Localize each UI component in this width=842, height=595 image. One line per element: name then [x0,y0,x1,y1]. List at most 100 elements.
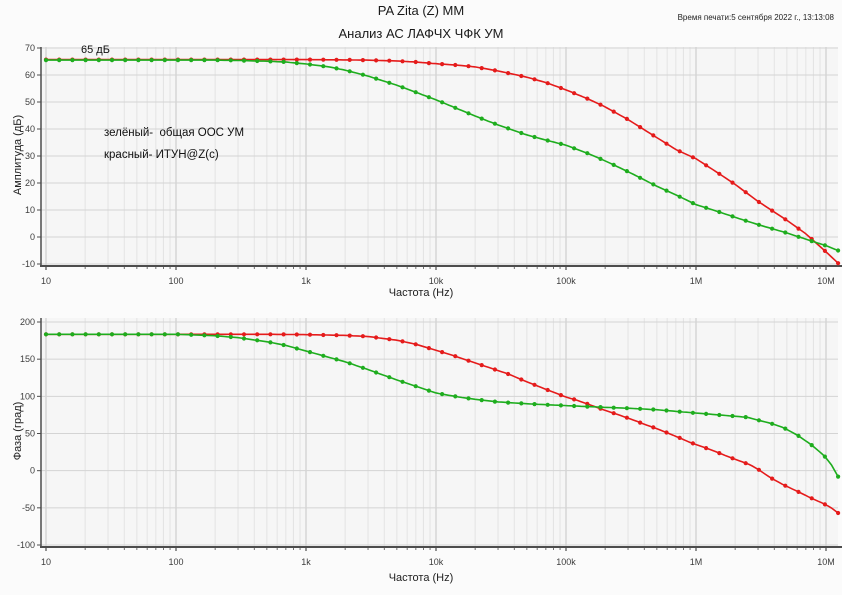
y-tick-label: 20 [25,178,35,188]
data-point-marker [360,365,365,370]
data-point-marker [387,375,392,380]
data-point-marker [624,415,630,420]
data-point-marker [149,58,154,63]
data-point-marker [321,64,326,69]
data-point-marker [57,58,62,63]
data-point-marker [730,413,735,419]
phase-x-axis-label: Частота (Hz) [388,572,454,584]
data-point-marker [96,58,101,63]
data-point-marker [387,337,392,342]
data-point-marker [677,149,682,154]
data-point-marker [321,332,326,338]
data-point-marker [321,353,326,358]
data-point-marker [347,69,352,74]
data-point-marker [651,425,656,430]
data-point-marker [387,80,392,85]
data-point-marker [664,408,669,413]
data-point-marker [532,134,537,140]
data-point-marker [492,399,497,404]
data-point-marker [519,401,524,406]
data-point-marker [822,243,828,248]
data-point-marker [506,71,511,76]
data-point-marker [664,188,669,193]
data-point-marker [268,332,273,337]
x-tick-label: 10M [817,557,835,567]
data-point-marker [413,59,418,65]
data-point-marker [585,404,590,409]
data-point-marker [268,340,273,345]
data-point-marker [400,339,405,344]
data-point-marker [598,405,603,410]
data-point-marker [611,162,616,167]
data-point-marker [294,57,299,62]
data-point-marker [796,226,801,231]
data-point-marker [83,332,88,337]
data-point-marker [400,85,405,90]
data-point-marker [836,261,841,266]
data-point-marker [519,377,524,382]
x-tick-label: 100k [556,557,576,567]
data-point-marker [294,61,299,66]
data-point-marker [638,125,643,130]
data-point-marker [809,443,814,448]
x-tick-label: 10 [41,276,51,286]
data-point-marker [307,57,313,62]
data-point-marker [334,66,339,71]
data-point-marker [545,402,550,407]
data-point-marker [466,396,471,401]
y-tick-label: 40 [25,124,35,134]
data-point-marker [241,336,247,341]
y-tick-label: 0 [30,232,35,242]
data-point-marker [413,384,418,389]
data-point-marker [717,209,722,215]
data-point-marker [770,421,775,426]
data-point-marker [307,62,313,67]
data-point-marker [374,370,379,375]
data-point-marker [162,58,167,63]
data-point-marker [57,332,62,337]
y-tick-label: 100 [20,391,35,401]
data-point-marker [730,180,735,185]
data-point-marker [506,371,511,377]
y-tick-label: 70 [25,43,35,53]
data-point-marker [466,111,471,116]
data-point-marker [294,332,299,337]
data-point-marker [783,217,788,222]
data-point-marker [453,105,458,110]
data-point-marker [809,239,814,244]
data-point-marker [228,334,233,340]
data-point-marker [506,126,511,131]
data-point-marker [413,90,418,95]
data-point-marker [638,175,643,180]
data-point-marker [704,446,709,451]
data-point-marker [241,332,247,337]
data-point-marker [664,430,669,435]
data-point-marker [413,342,418,347]
data-point-marker [611,109,616,114]
data-point-marker [545,387,550,393]
data-point-marker [175,332,181,337]
data-point-marker [558,141,564,146]
data-point-marker [664,141,669,146]
data-point-marker [598,102,603,107]
data-point-marker [730,214,735,219]
data-point-marker [426,346,431,351]
data-point-marker [532,382,537,387]
data-point-marker [440,350,445,355]
data-point-marker [123,58,128,63]
data-point-marker [268,59,273,64]
data-point-marker [822,248,828,253]
data-point-marker [506,400,511,405]
data-point-marker [109,58,115,63]
data-point-marker [651,407,656,412]
data-point-marker [123,332,128,337]
data-point-marker [453,394,458,399]
data-point-marker [704,411,709,416]
data-point-marker [796,433,801,438]
data-point-marker [756,418,762,423]
y-tick-label: 200 [20,317,35,327]
x-tick-label: 100 [168,276,183,286]
data-point-marker [440,392,445,397]
data-point-marker [677,409,682,414]
